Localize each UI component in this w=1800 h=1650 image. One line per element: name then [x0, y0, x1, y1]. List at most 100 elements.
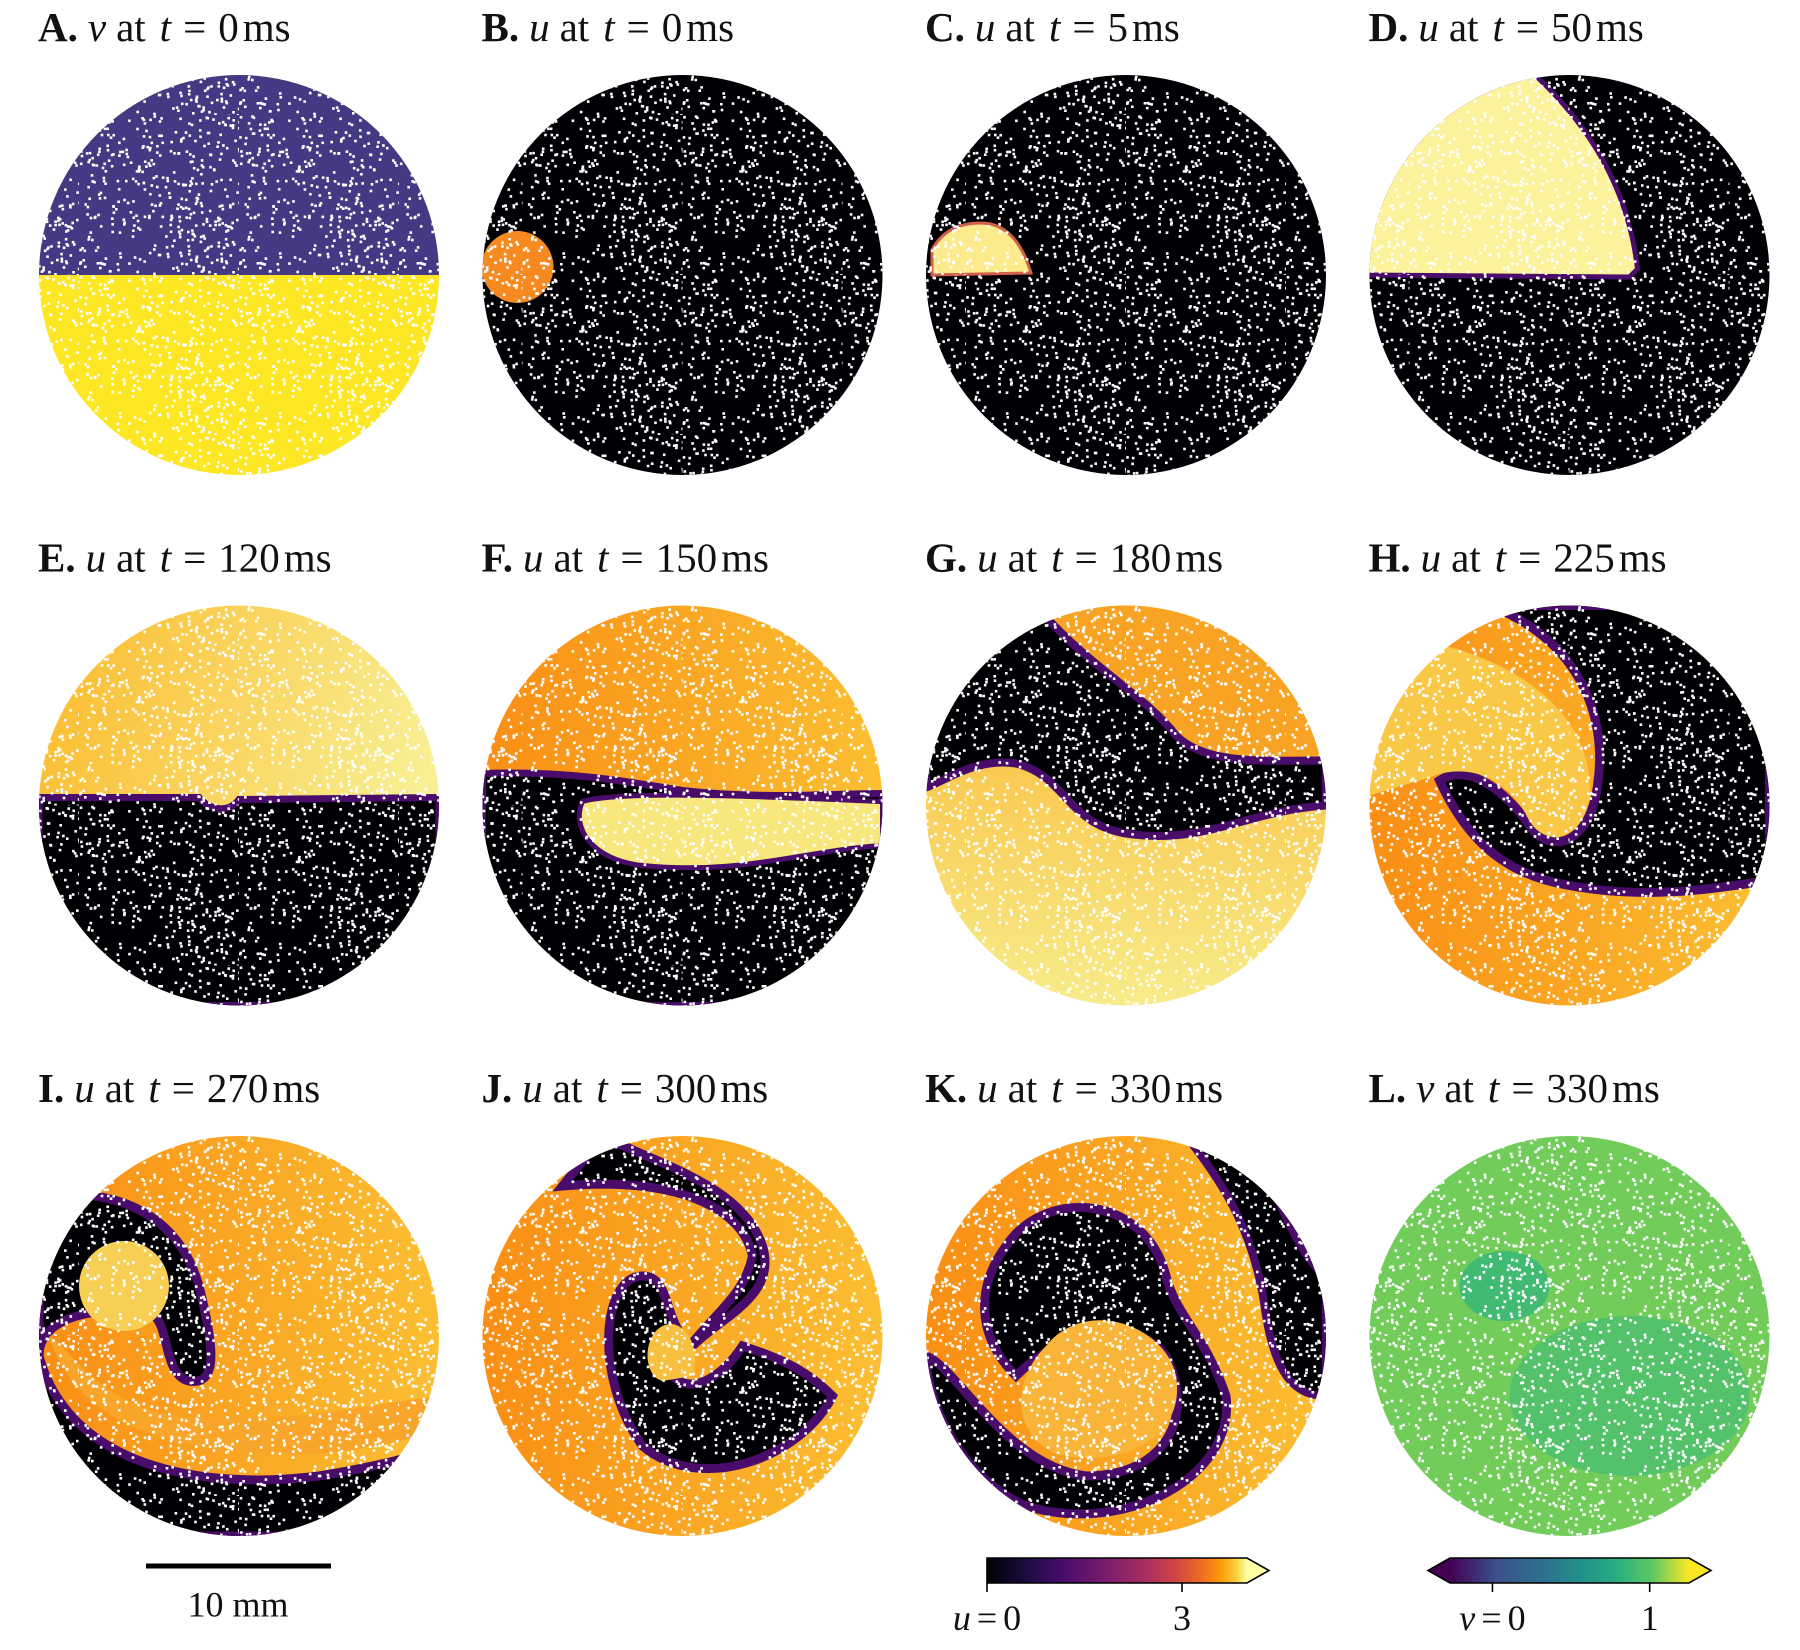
- panel-image: [482, 605, 883, 1006]
- colorbar-equals: =: [1481, 1598, 1501, 1638]
- title-time-symbol: t: [1049, 4, 1062, 50]
- colorbar-tick-value: 1: [1641, 1598, 1659, 1638]
- title-time: 0: [662, 4, 683, 50]
- title-letter: A.: [38, 4, 78, 50]
- title-letter: H.: [1369, 535, 1411, 581]
- panel-title: A. v at t = 0ms: [38, 4, 291, 50]
- title-time-symbol: t: [1051, 535, 1064, 581]
- title-at: at: [1444, 1065, 1474, 1111]
- title-equals: =: [1075, 1065, 1098, 1111]
- panel-title: B. u at t = 0ms: [482, 4, 735, 50]
- panel-image: [926, 1136, 1326, 1536]
- title-time: 270: [207, 1065, 269, 1111]
- panel-title: I. u at t = 270ms: [38, 1065, 320, 1111]
- title-letter: I.: [38, 1065, 64, 1111]
- noise: [482, 75, 883, 475]
- title-equals: =: [183, 4, 206, 50]
- title-letter: E.: [38, 535, 76, 581]
- title-at: at: [553, 1065, 583, 1111]
- title-letter: C.: [925, 4, 965, 50]
- colorbar-tick-label: 1: [1641, 1598, 1659, 1638]
- title-field: v: [1416, 1065, 1435, 1111]
- title-letter: D.: [1369, 4, 1409, 50]
- title-field: u: [529, 4, 550, 50]
- title-letter: F.: [482, 535, 514, 581]
- panel-title: J. u at t = 300ms: [482, 1065, 769, 1111]
- title-unit: ms: [1175, 535, 1223, 581]
- title-unit: ms: [284, 535, 332, 581]
- colorbar-symbol: v: [1459, 1598, 1475, 1638]
- colorbar-tick-label: u = 0: [953, 1598, 1021, 1638]
- colorbar-symbol: u: [953, 1598, 971, 1638]
- title-time-symbol: t: [597, 535, 610, 581]
- panel-title: D. u at t = 50ms: [1369, 4, 1644, 50]
- panel-image: [1369, 1136, 1770, 1536]
- noise: [1369, 75, 1770, 475]
- colorbar: [987, 1558, 1247, 1583]
- noise: [39, 75, 439, 475]
- title-time-symbol: t: [603, 4, 616, 50]
- panel-title: C. u at t = 5ms: [925, 4, 1180, 50]
- panel-image: [482, 1136, 883, 1536]
- title-field: u: [977, 1065, 998, 1111]
- title-time-symbol: t: [1495, 535, 1508, 581]
- title-time-symbol: t: [1051, 1065, 1064, 1111]
- title-time-symbol: t: [596, 1065, 609, 1111]
- panel-image: [1369, 605, 1770, 1006]
- colorbar-outline: [986, 1557, 1271, 1584]
- panel-title: G. u at t = 180ms: [925, 535, 1223, 581]
- title-time: 300: [655, 1065, 717, 1111]
- title-equals: =: [1518, 535, 1541, 581]
- title-unit: ms: [720, 1065, 768, 1111]
- panel-image: [39, 75, 439, 475]
- title-equals: =: [1072, 4, 1095, 50]
- title-equals: =: [627, 4, 650, 50]
- noise: [1369, 1136, 1770, 1536]
- title-equals: =: [1075, 535, 1098, 581]
- title-equals: =: [1516, 4, 1539, 50]
- colorbar-extend: [1247, 1558, 1269, 1583]
- title-at: at: [116, 535, 146, 581]
- noise: [39, 605, 439, 1006]
- noise: [1369, 605, 1770, 1006]
- noise: [482, 605, 883, 1006]
- title-equals: =: [172, 1065, 195, 1111]
- colorbar-tick-value: 0: [1003, 1598, 1021, 1638]
- title-at: at: [1449, 4, 1479, 50]
- title-equals: =: [620, 1065, 643, 1111]
- colorbar: [1450, 1558, 1689, 1583]
- title-at: at: [554, 535, 584, 581]
- title-field: u: [74, 1065, 95, 1111]
- title-field: v: [88, 4, 107, 50]
- title-time-symbol: t: [1488, 1065, 1501, 1111]
- title-time-symbol: t: [148, 1065, 161, 1111]
- colorbar-tick-label: v = 0: [1459, 1598, 1525, 1638]
- colorbar-tick-label: 3: [1173, 1598, 1191, 1638]
- title-field: u: [975, 4, 996, 50]
- title-time: 5: [1107, 4, 1128, 50]
- noise: [926, 75, 1326, 475]
- title-at: at: [1008, 535, 1038, 581]
- title-equals: =: [1511, 1065, 1534, 1111]
- title-time-symbol: t: [1492, 4, 1505, 50]
- title-time: 330: [1546, 1065, 1608, 1111]
- panel-title: L. v at t = 330ms: [1369, 1065, 1660, 1111]
- title-field: u: [86, 535, 107, 581]
- title-equals: =: [183, 535, 206, 581]
- panel-image: [39, 1136, 439, 1536]
- title-field: u: [523, 535, 544, 581]
- colorbar-outline: [1426, 1557, 1713, 1584]
- title-time: 180: [1110, 535, 1172, 581]
- colorbar-extend: [1428, 1558, 1450, 1583]
- panel-image: [482, 75, 883, 475]
- title-letter: B.: [482, 4, 520, 50]
- title-field: u: [1421, 535, 1442, 581]
- title-time: 50: [1551, 4, 1592, 50]
- colorbar-extend: [1689, 1558, 1711, 1583]
- panel-image: [926, 75, 1326, 475]
- title-at: at: [116, 4, 146, 50]
- title-unit: ms: [272, 1065, 320, 1111]
- colorbar-tick-value: 0: [1508, 1598, 1526, 1638]
- title-letter: L.: [1369, 1065, 1407, 1111]
- title-unit: ms: [1596, 4, 1644, 50]
